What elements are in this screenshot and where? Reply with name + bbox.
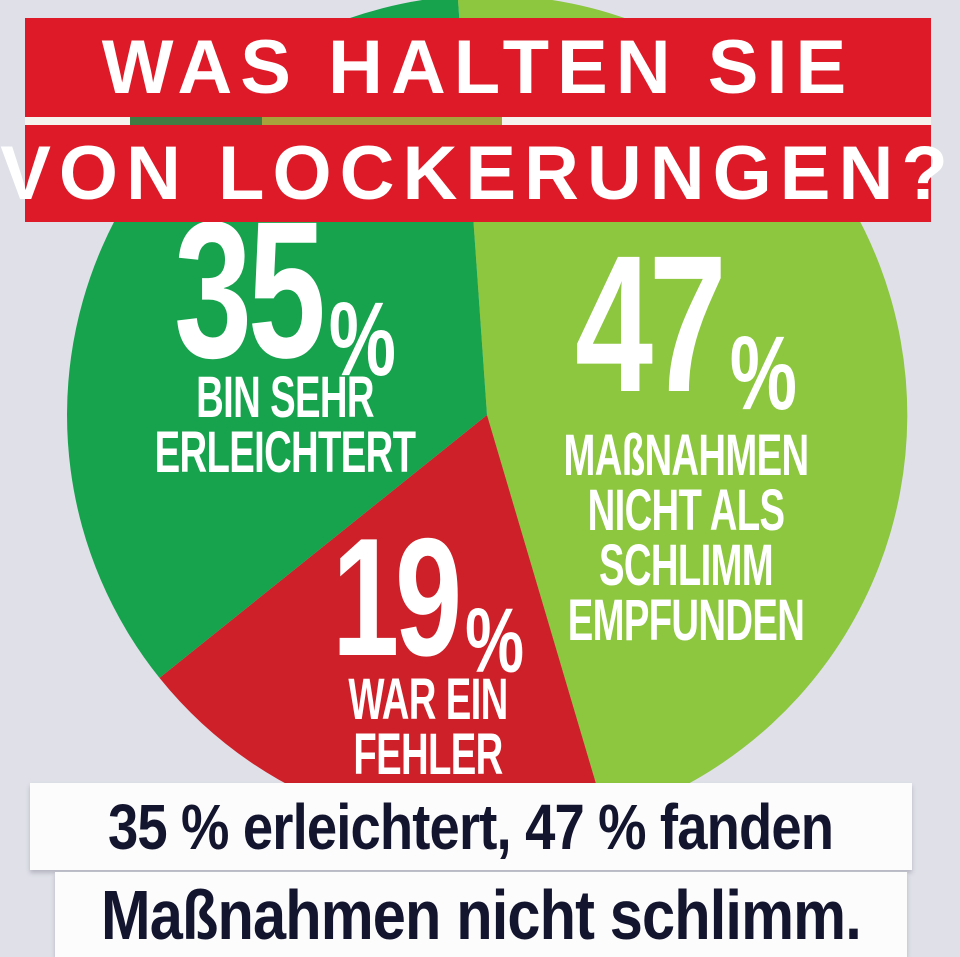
slice-35-value-row: 35 % bbox=[143, 181, 427, 399]
slice-47-caption-line4: EMPFUNDEN bbox=[567, 588, 805, 654]
slice-47-caption-line3: SCHLIMM bbox=[598, 533, 774, 599]
pie-slice-19pct bbox=[159, 415, 607, 836]
slice-19-value: 19 bbox=[331, 503, 462, 691]
slice-47-caption-line2: NICHT ALS bbox=[587, 478, 785, 544]
footer-band-2: Maßnahmen nicht schlimm. bbox=[55, 872, 907, 957]
footer-summary-line1: 35 % erleichtert, 47 % fanden bbox=[108, 790, 834, 863]
header-divider-segment-green bbox=[130, 117, 262, 125]
slice-47-caption-line1: MAßNAHMEN bbox=[563, 423, 810, 488]
header-divider-segment-olive bbox=[262, 117, 502, 125]
slice-35-label-group: 35 % BIN SEHR ERLEICHTERT bbox=[88, 181, 483, 486]
slice-19-caption: WAR EIN FEHLER bbox=[340, 667, 516, 788]
slice-35-value: 35 bbox=[174, 181, 326, 399]
header-title-line1: WAS HALTEN SIE bbox=[101, 25, 855, 110]
footer-summary-line2: Maßnahmen nicht schlimm. bbox=[101, 875, 862, 954]
slice-35-caption-line2: ERLEICHTERT bbox=[154, 420, 416, 486]
slice-19-value-row: 19 % bbox=[331, 503, 524, 691]
slice-47-percent-sign: % bbox=[729, 315, 797, 432]
slice-47-caption: MAßNAHMEN NICHT ALS SCHLIMM EMPFUNDEN bbox=[563, 423, 810, 654]
slice-19-caption-line1: WAR EIN bbox=[348, 667, 508, 733]
slice-19-percent-sign: % bbox=[465, 589, 525, 692]
header-banner-line2: VON LOCKERUNGEN? bbox=[0, 125, 948, 222]
slice-35-caption: BIN SEHR ERLEICHTERT bbox=[154, 365, 416, 486]
header-banner-line1: WAS HALTEN SIE bbox=[25, 18, 931, 117]
slice-47-value-row: 47 % bbox=[552, 215, 819, 433]
slice-47-label-group: 47 % MAßNAHMEN NICHT ALS SCHLIMM EMPFUND… bbox=[500, 215, 871, 654]
header-title-line2: VON LOCKERUNGEN? bbox=[0, 131, 956, 216]
slice-47-value: 47 bbox=[575, 215, 727, 433]
header-divider bbox=[25, 117, 931, 125]
slice-19-label-group: 19 % WAR EIN FEHLER bbox=[295, 503, 562, 788]
slice-35-percent-sign: % bbox=[328, 281, 396, 398]
slice-19-caption-line2: FEHLER bbox=[353, 722, 503, 788]
footer-band-1: 35 % erleichtert, 47 % fanden bbox=[30, 783, 912, 870]
slice-35-caption-line1: BIN SEHR bbox=[196, 365, 374, 430]
